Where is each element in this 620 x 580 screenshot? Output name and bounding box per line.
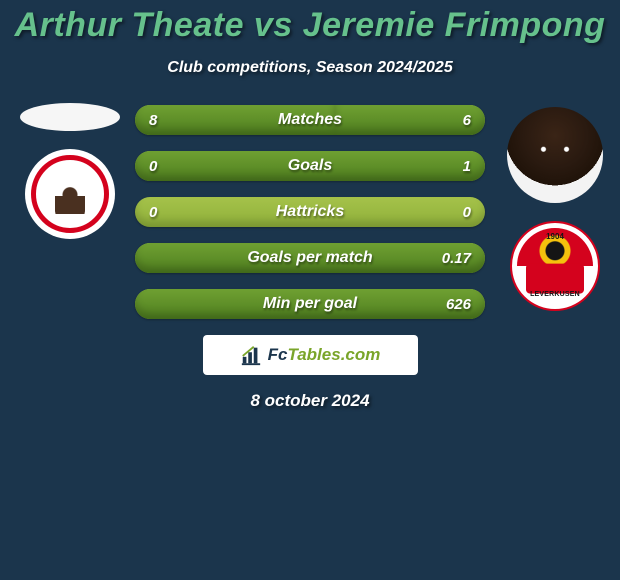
club-badge-ring xyxy=(31,155,109,233)
comparison-card: Arthur Theate vs Jeremie Frimpong Club c… xyxy=(0,0,620,580)
stat-value-right: 0 xyxy=(463,197,471,227)
stat-label: Goals per match xyxy=(135,243,485,273)
brand-box: FcTables.com xyxy=(203,335,418,375)
player-avatar-left xyxy=(20,103,120,131)
club-badge-right: 1904 xyxy=(510,221,600,311)
brand-text: FcTables.com xyxy=(268,345,381,365)
page-subtitle: Club competitions, Season 2024/2025 xyxy=(0,59,620,77)
bar-chart-icon xyxy=(240,344,262,366)
brand-prefix: Fc xyxy=(268,345,288,364)
stat-row: Min per goal626 xyxy=(135,289,485,319)
club-badge-left xyxy=(25,149,115,239)
eagle-icon xyxy=(48,172,92,216)
stat-value-right: 0.17 xyxy=(442,243,471,273)
stat-row: 8Matches6 xyxy=(135,105,485,135)
stat-label: Min per goal xyxy=(135,289,485,319)
stat-value-right: 6 xyxy=(463,105,471,135)
page-title: Arthur Theate vs Jeremie Frimpong xyxy=(0,0,620,45)
stat-label: Hattricks xyxy=(135,197,485,227)
stat-row: Goals per match0.17 xyxy=(135,243,485,273)
right-player-column: 1904 xyxy=(500,107,610,311)
content-area: 1904 8Matches60Goals10Hattricks0Goals pe… xyxy=(0,105,620,411)
stat-bars: 8Matches60Goals10Hattricks0Goals per mat… xyxy=(135,105,485,319)
club-badge-inner: 1904 xyxy=(517,228,593,304)
stat-label: Goals xyxy=(135,151,485,181)
player-avatar-right xyxy=(507,107,603,203)
stat-row: 0Goals1 xyxy=(135,151,485,181)
club-year: 1904 xyxy=(517,232,593,241)
stat-label: Matches xyxy=(135,105,485,135)
brand-suffix: Tables.com xyxy=(287,345,380,364)
stat-row: 0Hattricks0 xyxy=(135,197,485,227)
stat-value-right: 1 xyxy=(463,151,471,181)
date-text: 8 october 2024 xyxy=(0,391,620,411)
left-player-column xyxy=(10,103,130,239)
stat-value-right: 626 xyxy=(446,289,471,319)
